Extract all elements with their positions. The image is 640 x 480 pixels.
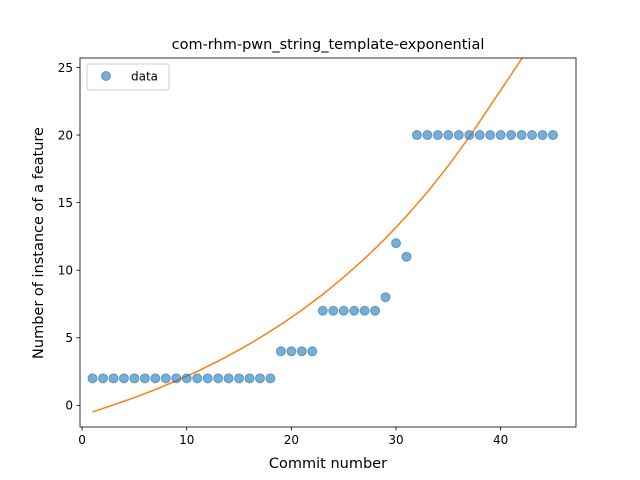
legend-label-data: data — [131, 70, 158, 84]
x-tick-label: 30 — [388, 433, 403, 447]
data-point — [129, 373, 140, 384]
x-tick-label: 40 — [493, 433, 508, 447]
data-point — [349, 305, 360, 316]
data-point — [213, 373, 224, 384]
y-axis-label: Number of instance of a feature — [31, 127, 47, 359]
data-point — [443, 130, 454, 141]
legend: data — [86, 63, 170, 91]
data-point — [359, 305, 370, 316]
data-point — [160, 373, 171, 384]
data-point — [453, 130, 464, 141]
legend-box — [86, 63, 170, 91]
data-point — [474, 130, 485, 141]
data-point — [139, 373, 150, 384]
data-point — [118, 373, 129, 384]
data-point — [296, 346, 307, 357]
fit-line — [92, 58, 524, 413]
data-point — [181, 373, 192, 384]
y-tick-label: 10 — [58, 264, 73, 278]
data-point — [411, 130, 422, 141]
data-point — [307, 346, 318, 357]
data-point — [265, 373, 276, 384]
data-point — [150, 373, 161, 384]
data-point — [547, 130, 558, 141]
data-point — [401, 251, 412, 262]
data-point — [234, 373, 245, 384]
x-axis-label: Commit number — [269, 456, 387, 472]
data-point — [275, 346, 286, 357]
data-point — [254, 373, 265, 384]
data-point — [537, 130, 548, 141]
data-point — [328, 305, 339, 316]
legend-marker-data — [101, 71, 111, 81]
data-point — [244, 373, 255, 384]
data-point — [506, 130, 517, 141]
y-tick-label: 0 — [65, 399, 73, 413]
data-point — [422, 130, 433, 141]
data-point — [391, 238, 402, 249]
y-tick-label: 15 — [58, 196, 73, 210]
data-point — [202, 373, 213, 384]
data-point — [223, 373, 234, 384]
data-point — [370, 305, 381, 316]
data-point — [192, 373, 203, 384]
x-tick-label: 10 — [179, 433, 194, 447]
data-point — [286, 346, 297, 357]
data-point — [338, 305, 349, 316]
data-point — [171, 373, 182, 384]
data-point — [527, 130, 538, 141]
data-point — [516, 130, 527, 141]
chart-title: com-rhm-pwn_string_template-exponential — [172, 37, 485, 53]
data-point — [495, 130, 506, 141]
y-tick-label: 25 — [58, 61, 73, 75]
y-tick-label: 20 — [58, 128, 73, 142]
x-tick-label: 0 — [78, 433, 86, 447]
axes: 0 10 20 30 40 0 5 10 15 20 25 — [58, 57, 577, 447]
data-point — [98, 373, 109, 384]
y-tick-label: 5 — [65, 331, 73, 345]
data-point — [432, 130, 443, 141]
data-point — [317, 305, 328, 316]
data-point — [108, 373, 119, 384]
axes-frame — [79, 57, 577, 428]
x-tick-label: 20 — [284, 433, 299, 447]
data-point — [485, 130, 496, 141]
data-point — [87, 373, 98, 384]
data-point — [380, 292, 391, 303]
plot-series — [87, 58, 558, 413]
plot-area — [87, 58, 558, 413]
data-point — [464, 130, 475, 141]
